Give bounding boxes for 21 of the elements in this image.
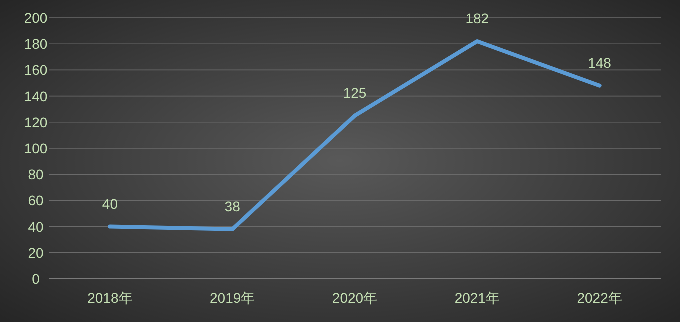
y-tick-label: 60 xyxy=(28,192,44,209)
data-label: 182 xyxy=(466,10,490,26)
data-label: 40 xyxy=(102,196,118,212)
x-tick-label: 2019年 xyxy=(210,290,256,306)
x-tick-label: 2021年 xyxy=(454,290,500,306)
y-tick-label: 40 xyxy=(28,218,44,235)
data-label: 125 xyxy=(343,84,367,101)
y-tick-label: 180 xyxy=(24,36,48,52)
y-tick-label: 20 xyxy=(28,244,44,261)
y-tick-label: 140 xyxy=(24,88,48,104)
data-label: 148 xyxy=(588,54,612,71)
y-tick-label: 200 xyxy=(24,10,48,26)
y-tick-label: 80 xyxy=(28,166,44,183)
y-tick-label: 120 xyxy=(24,114,48,130)
y-tick-label: 160 xyxy=(24,62,48,78)
x-tick-label: 2020年 xyxy=(332,290,378,306)
x-tick-label: 2022年 xyxy=(577,290,622,306)
y-tick-label: 0 xyxy=(32,271,40,287)
x-tick-label: 2018年 xyxy=(88,290,133,306)
data-label: 38 xyxy=(224,198,241,214)
y-tick-label: 100 xyxy=(24,140,48,156)
